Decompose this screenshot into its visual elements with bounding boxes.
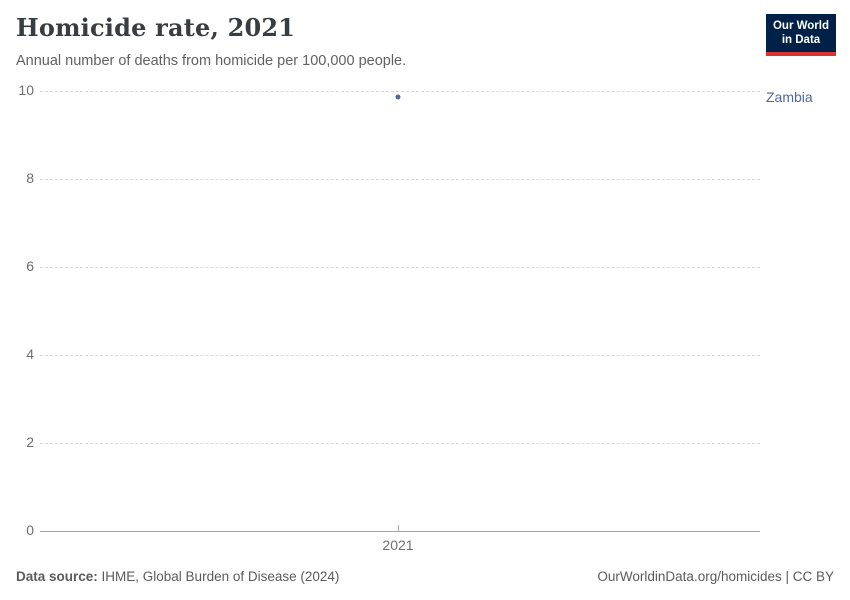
data-point[interactable]: [395, 94, 401, 100]
owid-logo-line2: in Data: [781, 33, 821, 46]
y-axis-tick-label: 4: [26, 346, 34, 362]
y-axis-tick-label: 6: [26, 258, 34, 274]
x-axis-tick-mark: [398, 525, 399, 531]
y-axis-tick-label: 10: [18, 82, 34, 98]
chart-footer: Data source: IHME, Global Burden of Dise…: [16, 569, 834, 584]
data-source-note: Data source: IHME, Global Burden of Dise…: [16, 569, 339, 584]
owid-logo: Our World in Data: [766, 14, 836, 56]
chart-title: Homicide rate, 2021: [16, 13, 296, 42]
chart-subtitle: Annual number of deaths from homicide pe…: [16, 53, 407, 69]
gridline: [40, 179, 760, 180]
gridline: [40, 355, 760, 356]
entity-label[interactable]: Zambia: [766, 88, 813, 105]
gridline: [40, 267, 760, 268]
gridline: [40, 91, 760, 92]
x-axis-line: [40, 531, 760, 532]
data-source-label: Data source:: [16, 569, 98, 584]
owid-logo-line1: Our World: [772, 20, 829, 32]
data-source-text: IHME, Global Burden of Disease (2024): [97, 569, 340, 584]
y-axis-tick-label: 0: [26, 522, 34, 538]
y-axis-tick-label: 2: [26, 434, 34, 450]
license-credit: OurWorldinData.org/homicides | CC BY: [597, 569, 834, 584]
gridline: [40, 443, 760, 444]
x-axis-tick-label: 2021: [382, 537, 414, 553]
y-axis-tick-label: 8: [26, 170, 34, 186]
